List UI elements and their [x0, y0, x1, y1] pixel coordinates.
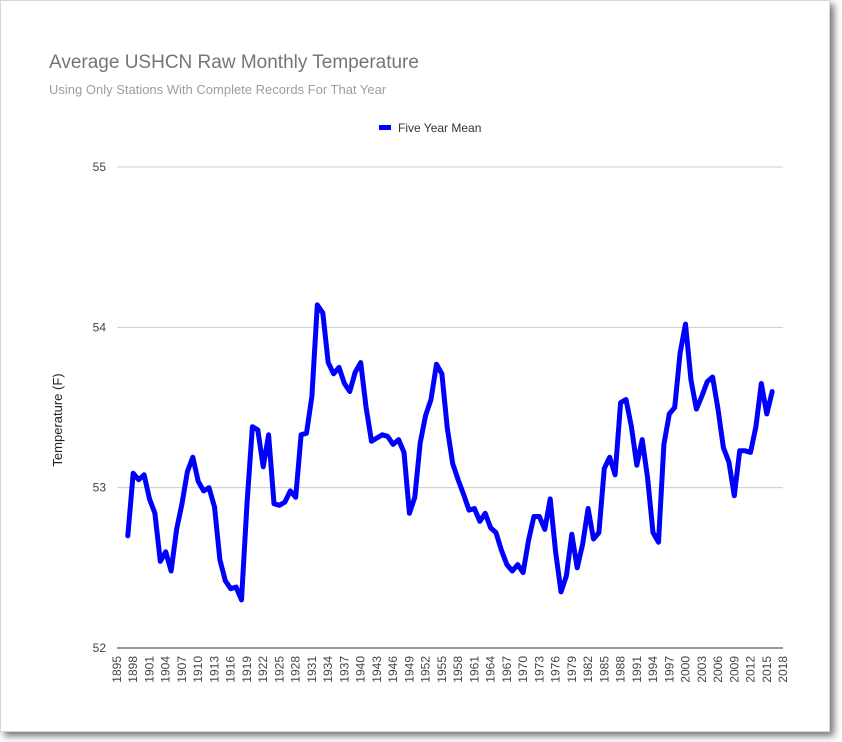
- x-tick-label: 1931: [305, 656, 319, 683]
- x-tick-label: 1967: [500, 656, 514, 683]
- x-tick-label: 1910: [191, 656, 205, 683]
- x-tick-label: 1904: [159, 656, 173, 683]
- x-tick-label: 2009: [727, 656, 741, 683]
- x-tick-label: 1979: [565, 656, 579, 683]
- series-layer: [125, 302, 775, 603]
- x-tick-label: 2015: [760, 656, 774, 683]
- x-tick-label: 1898: [126, 656, 140, 683]
- x-tick-label: 1955: [435, 656, 449, 683]
- x-tick-label: 1922: [256, 656, 270, 683]
- x-tick-label: 1991: [630, 656, 644, 683]
- legend-label: Five Year Mean: [398, 121, 481, 135]
- x-tick-label: 2018: [776, 656, 790, 683]
- y-tick-label: 55: [93, 160, 107, 174]
- x-tick-label: 1943: [370, 656, 384, 683]
- x-tick-label: 1973: [532, 656, 546, 683]
- x-tick-label: 1982: [581, 656, 595, 683]
- x-tick-label: 1976: [549, 656, 563, 683]
- x-tick-label: 1985: [597, 656, 611, 683]
- x-tick-label: 1928: [289, 656, 303, 683]
- y-axis-ticks: 52 53 54 55: [93, 160, 107, 655]
- x-tick-label: 1940: [354, 656, 368, 683]
- y-axis-title: Temperature (F): [50, 373, 65, 466]
- x-tick-label: 1913: [207, 656, 221, 683]
- x-axis-ticks: 1895 1898 1901 1904 1907 1910 1913 1916 1919 1922…: [110, 656, 790, 683]
- x-tick-label: 1916: [224, 656, 238, 683]
- x-tick-label: 1952: [419, 656, 433, 683]
- x-tick-label: 2006: [711, 656, 725, 683]
- legend-swatch: [379, 125, 391, 130]
- series-line-five-year-mean: [125, 302, 775, 603]
- x-tick-label: 1934: [321, 656, 335, 683]
- x-tick-label: 1946: [386, 656, 400, 683]
- x-tick-label: 1949: [402, 656, 416, 683]
- x-tick-label: 1994: [646, 656, 660, 683]
- chart-title: Average USHCN Raw Monthly Temperature: [49, 52, 419, 73]
- x-tick-label: 1958: [451, 656, 465, 683]
- x-tick-label: 1997: [662, 656, 676, 683]
- x-tick-label: 1964: [484, 656, 498, 683]
- y-tick-label: 53: [93, 481, 107, 495]
- legend: Five Year Mean: [379, 121, 481, 135]
- x-tick-label: 1925: [272, 656, 286, 683]
- y-tick-label: 52: [93, 641, 107, 655]
- gridlines: [117, 166, 783, 649]
- x-tick-label: 1901: [142, 656, 156, 683]
- x-tick-label: 1988: [614, 656, 628, 683]
- x-tick-label: 2012: [744, 656, 758, 683]
- x-tick-label: 2000: [679, 656, 693, 683]
- x-tick-label: 1919: [240, 656, 254, 683]
- x-tick-label: 2003: [695, 656, 709, 683]
- x-tick-label: 1895: [110, 656, 124, 683]
- x-tick-label: 1970: [516, 656, 530, 683]
- x-tick-label: 1907: [175, 656, 189, 683]
- x-tick-label: 1961: [467, 656, 481, 683]
- chart-subtitle: Using Only Stations With Complete Record…: [49, 82, 387, 97]
- y-tick-label: 54: [93, 320, 107, 334]
- x-tick-label: 1937: [337, 656, 351, 683]
